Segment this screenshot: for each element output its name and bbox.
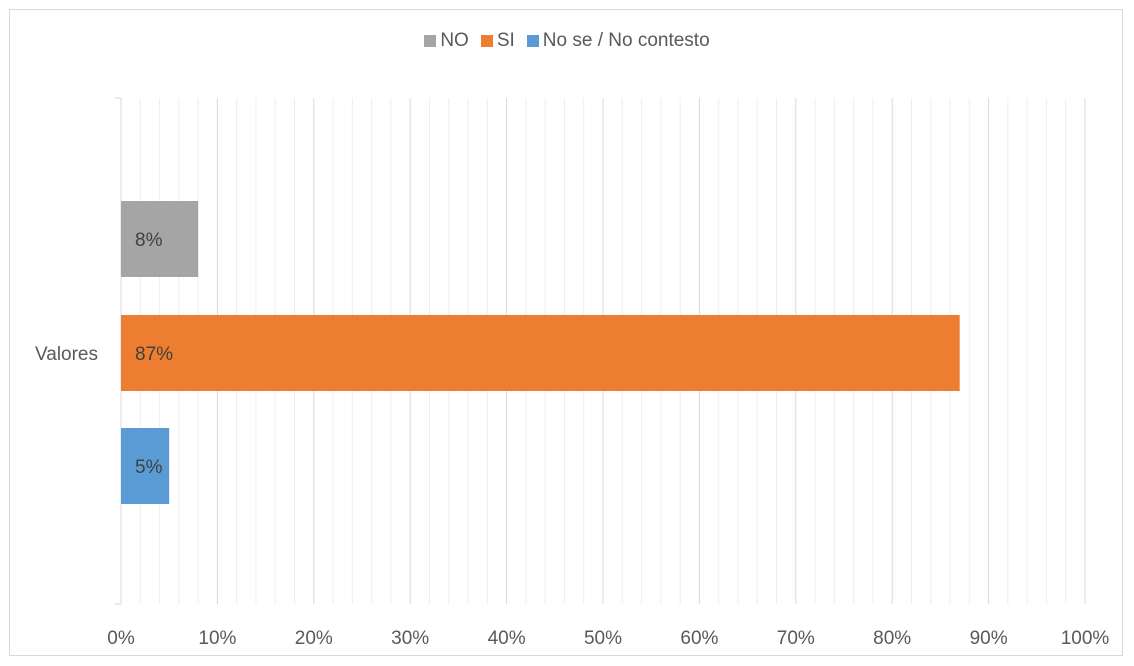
x-tick-label: 70% — [777, 628, 815, 649]
legend-swatch-no — [424, 35, 437, 47]
category-label: Valores — [35, 344, 98, 365]
bar-no-se-no-contesto — [121, 428, 170, 504]
x-tick-label: 10% — [198, 628, 236, 649]
legend-label-no: NO — [440, 30, 469, 51]
x-tick-label: 40% — [488, 628, 526, 649]
legend-item-si: SI — [480, 30, 515, 52]
x-tick-label: 90% — [970, 628, 1008, 649]
x-tick-label: 100% — [1061, 628, 1110, 649]
x-tick-label: 30% — [391, 628, 429, 649]
x-tick-label: 20% — [295, 628, 333, 649]
data-label-no-se-no-contesto: 5% — [135, 457, 163, 478]
x-tick-label: 0% — [107, 628, 135, 649]
x-tick-label: 60% — [680, 628, 718, 649]
legend-swatch-no-se — [526, 35, 539, 47]
legend-swatch-si — [480, 35, 493, 47]
bar-si — [121, 315, 960, 391]
x-tick-label: 50% — [584, 628, 622, 649]
data-label-no: 8% — [135, 230, 163, 251]
legend-item-no-se: No se / No contesto — [526, 30, 710, 52]
data-label-si: 87% — [135, 344, 173, 365]
legend: NO SI No se / No contesto — [0, 30, 1134, 52]
legend-item-no: NO — [424, 30, 469, 52]
x-tick-label: 80% — [873, 628, 911, 649]
bar-no — [121, 201, 199, 277]
legend-label-si: SI — [496, 30, 515, 51]
legend-label-no-se: No se / No contesto — [542, 30, 710, 51]
